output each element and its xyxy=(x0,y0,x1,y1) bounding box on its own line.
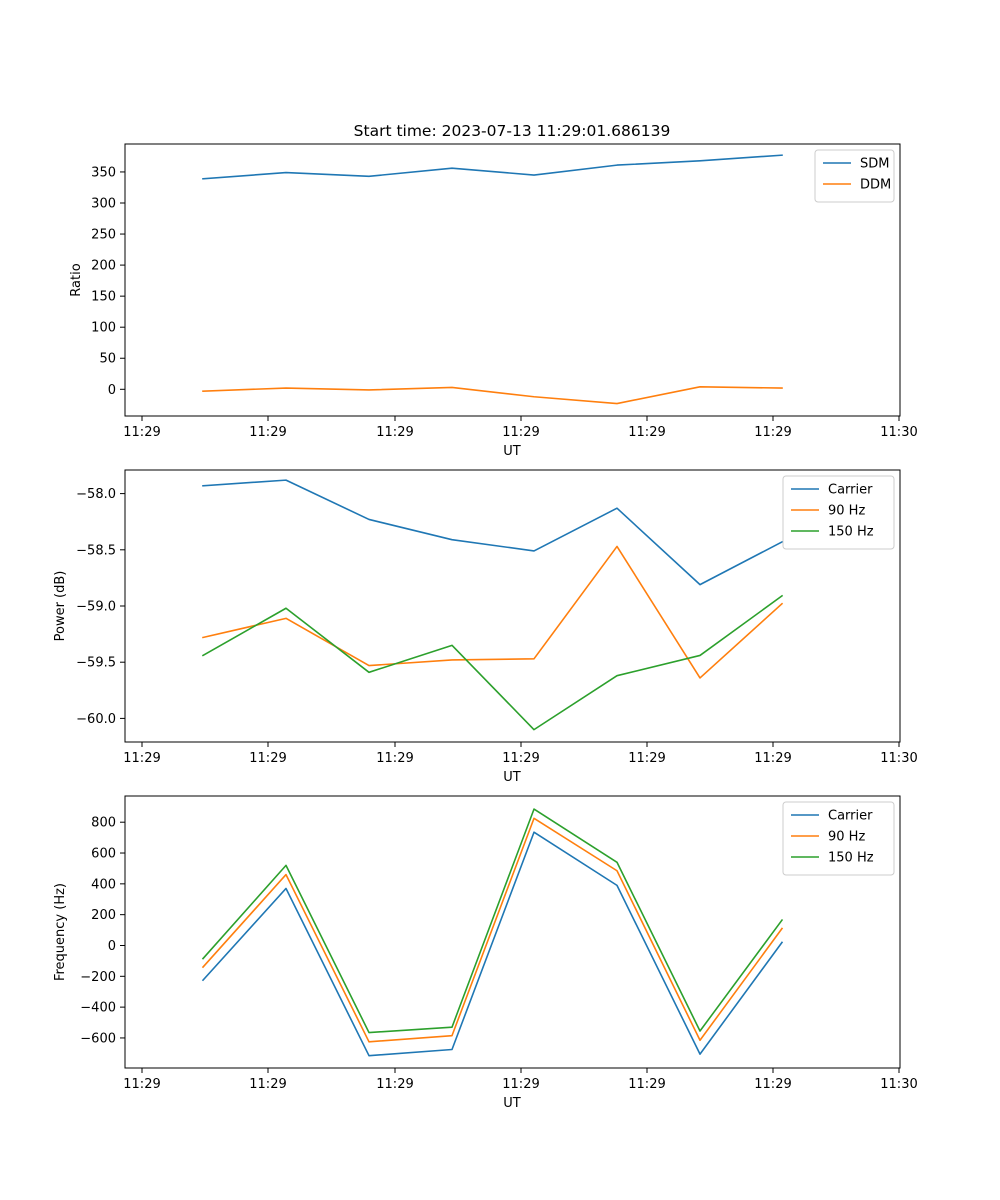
y-tick-label: 0 xyxy=(108,939,116,954)
x-tick-label: 11:29 xyxy=(123,1077,160,1092)
x-tick-label: 11:29 xyxy=(249,751,286,766)
y-tick-label: −59.0 xyxy=(76,600,116,615)
y-tick-label: 350 xyxy=(91,165,116,180)
series-line-90-hz xyxy=(201,817,784,1043)
x-tick-label: 11:29 xyxy=(123,751,160,766)
panel-frequency: 11:29 11:29 11:29 11:29 11:29 11:29 11:30 −600 −… xyxy=(53,795,918,1111)
series-line-150-hz xyxy=(201,594,784,731)
x-tick-label: 11:29 xyxy=(628,751,665,766)
panel-power: 11:29 11:29 11:29 11:29 11:29 11:29 11:30 −60.0… xyxy=(53,469,918,785)
y-tick-label: 150 xyxy=(91,290,116,305)
legend-entry: DDM xyxy=(860,178,891,193)
x-tick-label: 11:29 xyxy=(754,751,791,766)
y-tick-label: 400 xyxy=(91,877,116,892)
y-tick-label: 200 xyxy=(91,259,116,274)
y-tick-label: 50 xyxy=(99,352,116,367)
y-tick-label: 250 xyxy=(91,228,116,243)
x-tick-label: 11:29 xyxy=(249,425,286,440)
y-tick-label: 800 xyxy=(91,816,116,831)
x-tick-label: 11:29 xyxy=(754,1077,791,1092)
y-tick-label: −58.0 xyxy=(76,487,116,502)
y-axis-label: Power (dB) xyxy=(53,571,68,642)
legend-entry: 90 Hz xyxy=(828,830,865,845)
series-line-150-hz xyxy=(201,808,784,1034)
legend-entry: 150 Hz xyxy=(828,525,874,540)
panel-ratio: 11:29 11:29 11:29 11:29 11:29 11:29 11:30 0 50 10… xyxy=(69,143,918,459)
x-tick-label: 11:29 xyxy=(754,425,791,440)
series-line-sdm xyxy=(202,154,783,180)
y-tick-label: 600 xyxy=(91,847,116,862)
axes-frame xyxy=(124,795,901,1069)
x-tick-label: 11:29 xyxy=(502,1077,539,1092)
x-axis-label: UT xyxy=(503,444,521,459)
figure-title: Start time: 2023-07-13 11:29:01.686139 xyxy=(354,122,671,140)
series-line-carrier xyxy=(201,831,784,1057)
y-tick-label: −60.0 xyxy=(76,712,116,727)
legend-entry: 150 Hz xyxy=(828,851,874,866)
legend-entry: SDM xyxy=(860,157,889,172)
y-tick-label: −600 xyxy=(80,1031,116,1046)
y-tick-label: 300 xyxy=(91,196,116,211)
x-tick-label: 11:29 xyxy=(628,425,665,440)
x-tick-label: 11:29 xyxy=(376,425,413,440)
series-line-carrier xyxy=(202,479,784,586)
x-tick-label: 11:29 xyxy=(502,751,539,766)
legend-entry: Carrier xyxy=(828,809,873,824)
x-axis-label: UT xyxy=(503,770,521,785)
axes-frame xyxy=(124,143,901,417)
x-tick-label: 11:30 xyxy=(880,1077,917,1092)
x-tick-label: 11:29 xyxy=(628,1077,665,1092)
y-tick-label: −200 xyxy=(80,970,116,985)
x-tick-label: 11:30 xyxy=(880,425,917,440)
y-tick-label: 0 xyxy=(108,383,116,398)
y-tick-label: −58.5 xyxy=(76,543,116,558)
x-axis-label: UT xyxy=(503,1096,521,1111)
y-axis-label: Frequency (Hz) xyxy=(53,883,68,981)
y-axis-label: Ratio xyxy=(69,263,84,296)
series-line-ddm xyxy=(202,386,783,405)
x-tick-label: 11:29 xyxy=(249,1077,286,1092)
y-tick-label: 100 xyxy=(91,321,116,336)
y-tick-label: −59.5 xyxy=(76,656,116,671)
legend-entry: 90 Hz xyxy=(828,504,865,519)
x-tick-label: 11:29 xyxy=(376,1077,413,1092)
y-tick-label: −400 xyxy=(80,1001,116,1016)
x-tick-label: 11:29 xyxy=(123,425,160,440)
x-tick-label: 11:29 xyxy=(376,751,413,766)
x-tick-label: 11:30 xyxy=(880,751,917,766)
y-tick-label: 200 xyxy=(91,908,116,923)
x-tick-label: 11:29 xyxy=(502,425,539,440)
legend-entry: Carrier xyxy=(828,483,873,498)
series-line-90-hz xyxy=(202,545,784,679)
